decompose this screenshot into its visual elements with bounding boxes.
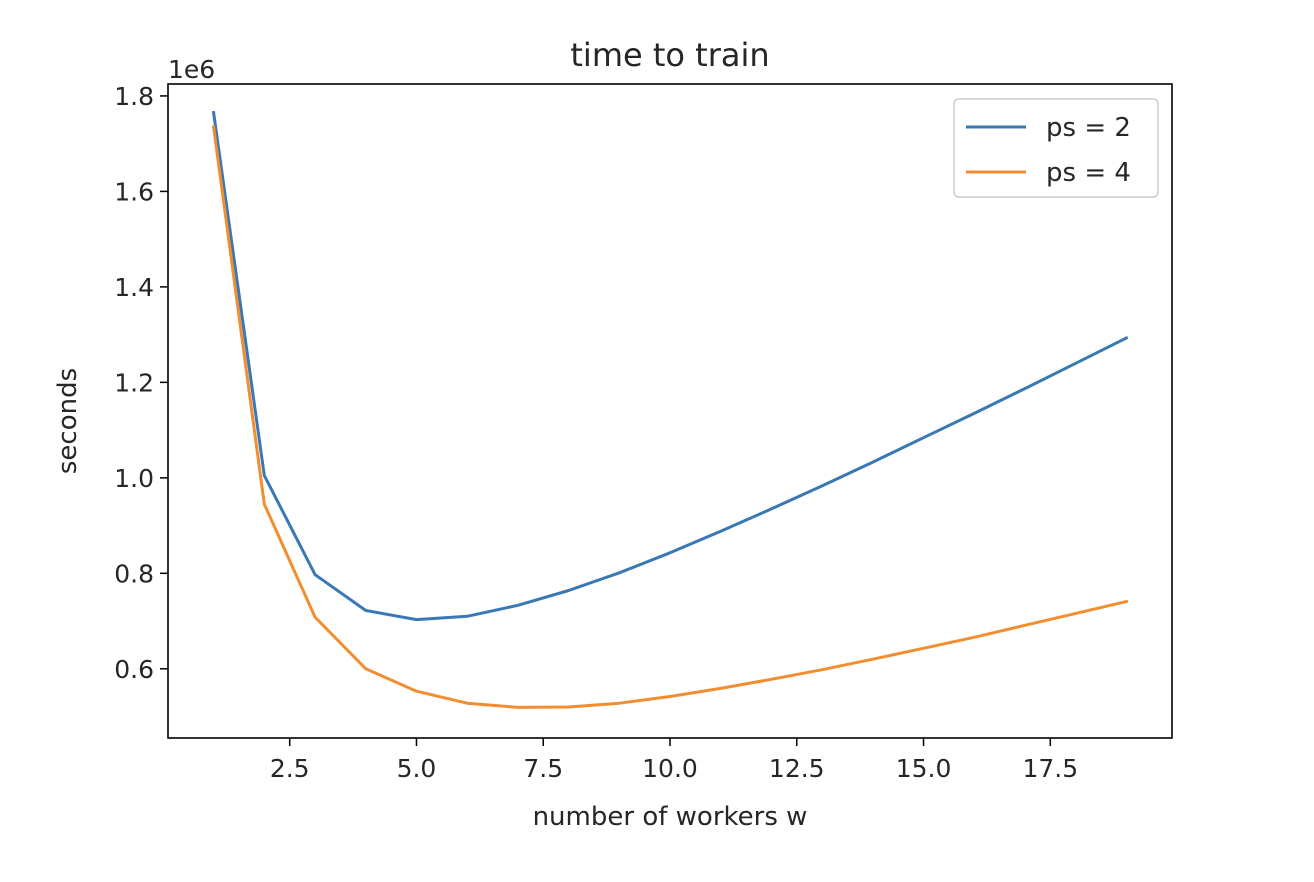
chart-title: time to train <box>570 36 769 74</box>
series-line-2 <box>211 125 1129 709</box>
x-axis: 2.5 5.0 7.5 10.0 12.5 15.0 17.5 <box>270 738 1078 783</box>
x-tick-label: 2.5 <box>270 754 310 783</box>
x-tick-label: 15.0 <box>896 754 952 783</box>
x-axis-label: number of workers w <box>533 802 808 832</box>
series-line-1 <box>211 110 1129 622</box>
legend-label-2: ps = 4 <box>1046 158 1131 188</box>
y-tick-label: 1.6 <box>114 177 154 206</box>
y-tick-label: 0.8 <box>114 559 154 588</box>
y-tick-label: 1.0 <box>114 464 154 493</box>
y-offset-label: 1e6 <box>168 55 215 84</box>
y-tick-label: 0.6 <box>114 655 154 684</box>
y-tick-label: 1.8 <box>114 82 154 111</box>
series-layer <box>211 110 1129 709</box>
x-tick-label: 10.0 <box>642 754 698 783</box>
y-axis-label: seconds <box>53 368 83 474</box>
x-tick-label: 17.5 <box>1022 754 1078 783</box>
x-tick-label: 12.5 <box>769 754 825 783</box>
legend-label-1: ps = 2 <box>1046 113 1131 143</box>
y-tick-label: 1.2 <box>114 368 154 397</box>
x-tick-label: 5.0 <box>397 754 437 783</box>
plot-frame <box>167 83 1173 739</box>
legend: ps = 2 ps = 4 <box>953 98 1159 198</box>
y-tick-label: 1.4 <box>114 273 154 302</box>
x-tick-label: 7.5 <box>523 754 563 783</box>
y-axis: 0.6 0.8 1.0 1.2 1.4 1.6 1.8 <box>114 82 168 684</box>
